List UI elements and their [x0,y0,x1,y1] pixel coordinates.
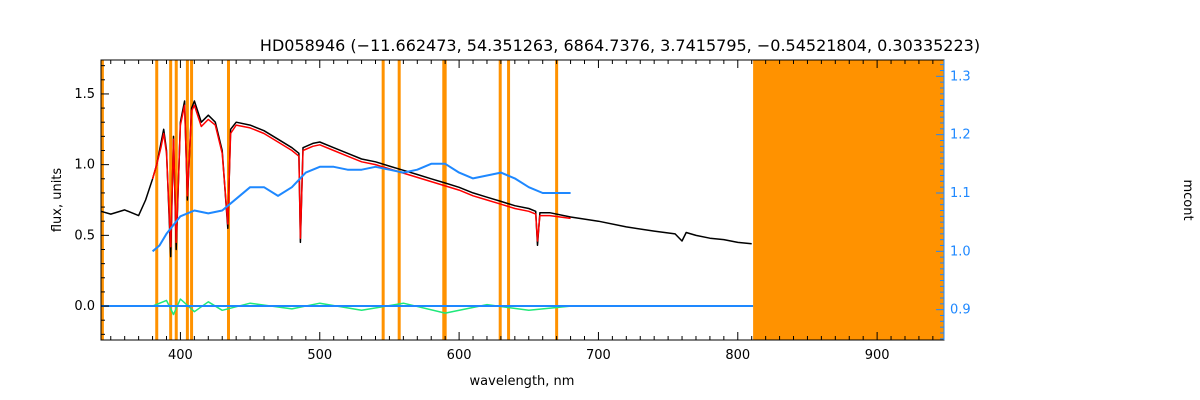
chart-title: HD058946 (−11.662473, 54.351263, 6864.73… [260,36,980,55]
mask-line [397,60,401,340]
series-observed [100,100,752,258]
y-right-tick-label: 1.0 [950,244,971,259]
x-tick-label: 400 [168,348,193,363]
x-tick-label: 700 [586,348,611,363]
x-tick-label: 900 [865,348,890,363]
y-axis-title: flux, units [50,168,65,233]
mask-line [169,60,173,340]
mask-line [100,60,104,340]
mask-line [507,60,511,340]
masked-region [753,60,944,340]
mask-line [174,60,178,340]
y-right-tick-label: 1.2 [950,128,971,143]
mask-line [190,60,194,340]
x-axis: 400 500 600 700 800 900 [110,60,934,363]
masked-region-rect [753,60,944,340]
y-tick-label: 1.0 [74,158,95,173]
y-right-tick-label: 0.9 [950,303,971,318]
x-tick-label: 600 [447,348,472,363]
x-tick-label: 500 [307,348,332,363]
series-continuum [151,162,571,253]
y-axis-left: 0.0 0.5 1.0 1.5 [74,65,109,335]
mask-line [381,60,385,340]
mask-line [443,60,447,340]
mask-line [498,60,502,340]
y-right-tick-label: 1.1 [950,186,971,201]
y-right-tick-label: 1.3 [950,69,971,84]
series-model [151,104,571,248]
y-axis-right: 0.9 1.0 1.1 1.2 1.3 [936,60,971,340]
mask-line [555,60,559,340]
y-tick-label: 0.5 [74,228,95,243]
y-tick-label: 0.0 [74,299,95,314]
mask-line [155,60,159,340]
x-axis-title: wavelength, nm [470,374,575,389]
x-tick-label: 800 [725,348,750,363]
y-tick-label: 1.5 [74,87,95,102]
series-layer [100,100,754,316]
y-axis-right-title: mcont [1180,179,1195,220]
